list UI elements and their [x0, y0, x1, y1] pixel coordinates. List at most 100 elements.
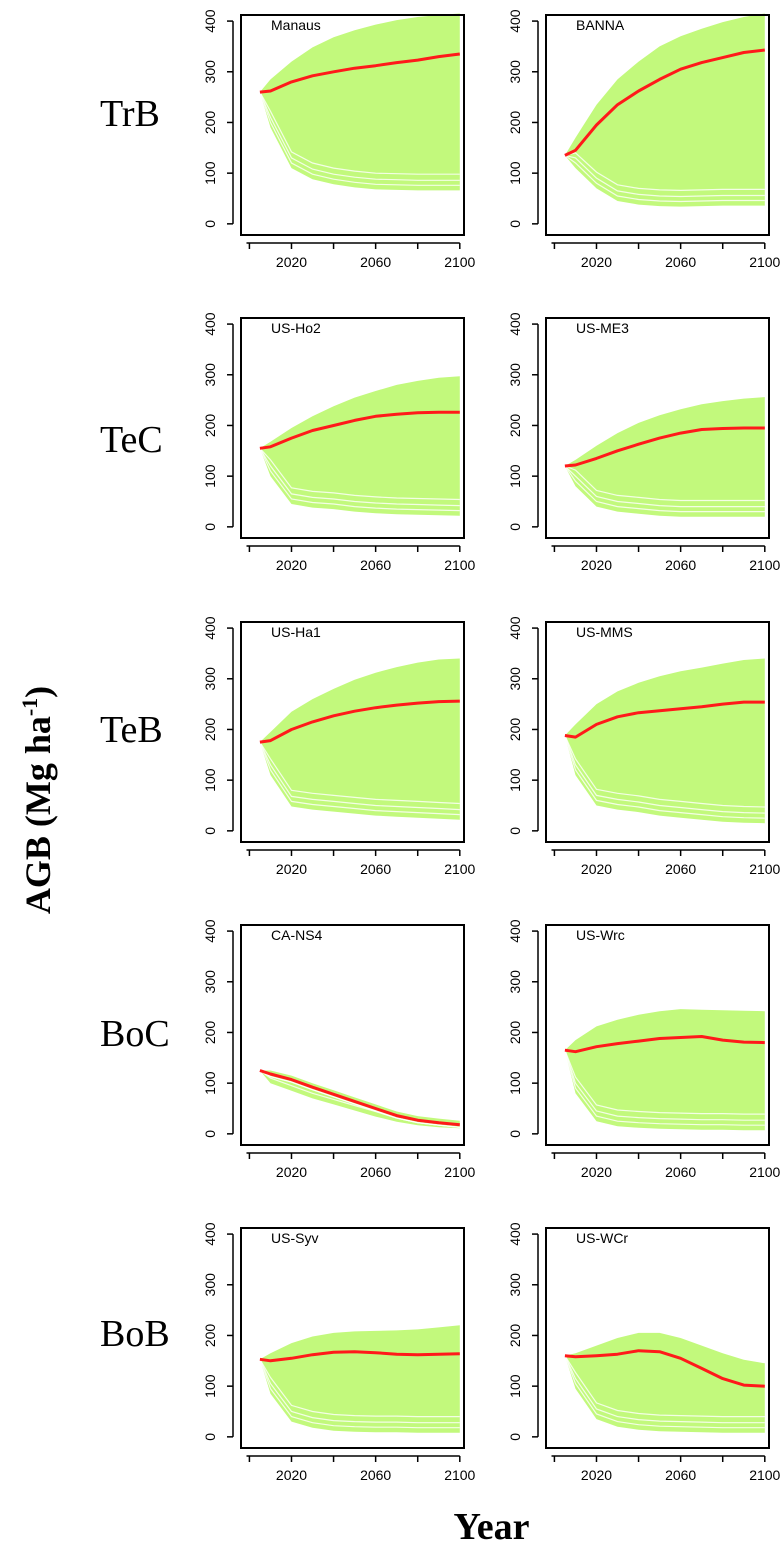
panel-title: CA-NS4	[271, 927, 323, 943]
median-line	[564, 48, 765, 157]
x-tick-label: 2100	[749, 1164, 780, 1180]
ensemble-member-line	[259, 91, 460, 175]
x-tick-label: 2100	[444, 1164, 475, 1180]
panel-banna: BANNA 0 100 200 300 400 2020 2060 2100	[507, 9, 781, 270]
panel-us-wrc: US-Wrc 0 100 200 300 400 2020 2060 2100	[507, 919, 781, 1180]
y-tick-label: 300	[507, 363, 523, 387]
ensemble-member-line	[259, 741, 460, 805]
y-tick-label: 100	[507, 1374, 523, 1398]
y-tick-label: 100	[202, 464, 218, 488]
ensemble-envelope	[259, 1325, 460, 1433]
x-axis-label: Year	[453, 1506, 530, 1548]
y-tick-label: 300	[202, 667, 218, 691]
y-tick-label: 200	[507, 111, 523, 135]
y-tick-label: 300	[507, 970, 523, 994]
x-tick-label: 2020	[581, 557, 612, 573]
median-line	[564, 700, 765, 739]
ensemble-member-line	[259, 447, 460, 501]
ensemble-member-line	[564, 735, 765, 819]
x-tick-label: 2060	[360, 254, 391, 270]
y-tick-label: 400	[202, 312, 218, 336]
median-line	[259, 1350, 460, 1363]
panel-title: US-Syv	[271, 1230, 318, 1246]
y-tick-label: 100	[507, 1071, 523, 1095]
panel-us-ha1: US-Ha1 0 100 200 300 400 2020 2060 2100	[202, 616, 476, 877]
y-tick-label: 100	[507, 464, 523, 488]
ensemble-member-line	[259, 1358, 460, 1418]
plot-frame	[240, 621, 465, 843]
panel-us-ho2: US-Ho2 0 100 200 300 400 2020 2060 2100	[202, 312, 476, 573]
y-tick-label: 300	[507, 60, 523, 84]
x-tick-label: 2060	[665, 254, 696, 270]
row-label-teb: TeB	[100, 709, 163, 751]
plot-frame	[545, 1227, 770, 1449]
median-line	[564, 426, 765, 468]
plot-frame	[240, 924, 465, 1146]
ensemble-member-line	[564, 152, 765, 192]
y-tick-label: 100	[507, 161, 523, 185]
ensemble-member-line	[259, 741, 460, 816]
y-tick-label: 100	[202, 161, 218, 185]
ensemble-member-line	[259, 447, 460, 507]
x-tick-label: 2100	[444, 254, 475, 270]
y-tick-label: 300	[507, 667, 523, 691]
y-tick-label: 0	[507, 220, 523, 228]
plot-frame	[240, 14, 465, 236]
ensemble-member-line	[259, 1359, 460, 1429]
y-tick-label: 100	[202, 768, 218, 792]
x-tick-label: 2020	[581, 1164, 612, 1180]
ensemble-member-line	[259, 91, 460, 181]
ensemble-member-line	[564, 465, 765, 513]
y-tick-label: 200	[202, 414, 218, 438]
x-tick-label: 2060	[360, 557, 391, 573]
plot-frame	[545, 621, 770, 843]
y-tick-label: 200	[507, 718, 523, 742]
y-tick-label: 300	[202, 60, 218, 84]
row-label-boc: BoC	[100, 1013, 170, 1055]
ensemble-envelope	[259, 376, 460, 516]
ensemble-member-line	[564, 1049, 765, 1115]
x-tick-label: 2100	[749, 254, 780, 270]
ensemble-envelope	[564, 13, 765, 207]
x-tick-label: 2060	[665, 861, 696, 877]
x-tick-label: 2060	[360, 861, 391, 877]
y-tick-label: 400	[202, 919, 218, 943]
ensemble-member-line	[564, 735, 765, 808]
y-tick-label: 200	[202, 111, 218, 135]
x-tick-label: 2020	[276, 1467, 307, 1483]
ensemble-member-line	[564, 465, 765, 508]
ensemble-member-line	[564, 1050, 765, 1121]
median-line	[259, 699, 460, 744]
panel-us-syv: US-Syv 0 100 200 300 400 2020 2060 2100	[202, 1222, 476, 1483]
y-tick-label: 200	[507, 414, 523, 438]
y-tick-label: 0	[507, 1130, 523, 1138]
ensemble-member-line	[564, 465, 765, 502]
median-line	[564, 1035, 765, 1054]
y-tick-label: 100	[202, 1071, 218, 1095]
plot-frame	[240, 1227, 465, 1449]
panel-title: US-Ha1	[271, 624, 321, 640]
y-tick-label: 0	[202, 1433, 218, 1441]
panel-manaus: Manaus 0 100 200 300 400 2020 2060 2100	[202, 9, 476, 270]
ensemble-member-line	[564, 1355, 765, 1424]
ensemble-member-line	[564, 1050, 765, 1126]
ensemble-member-line	[564, 1355, 765, 1429]
y-tick-label: 0	[507, 523, 523, 531]
panel-us-me3: US-ME3 0 100 200 300 400 2020 2060 2100	[507, 312, 781, 573]
panel-title: US-ME3	[576, 320, 629, 336]
y-tick-label: 400	[202, 9, 218, 33]
row-label-bob: BoB	[100, 1313, 170, 1355]
y-tick-label: 400	[507, 9, 523, 33]
x-tick-label: 2100	[444, 557, 475, 573]
plot-frame	[240, 317, 465, 539]
x-tick-label: 2100	[444, 1467, 475, 1483]
median-line	[259, 410, 460, 450]
ensemble-envelope	[259, 658, 460, 820]
panel-title: US-Ho2	[271, 320, 321, 336]
panel-ca-ns4: CA-NS4 0 100 200 300 400 2020 2060 2100	[202, 919, 476, 1180]
row-label-trb: TrB	[100, 93, 160, 135]
x-tick-label: 2060	[360, 1164, 391, 1180]
ensemble-member-line	[259, 1359, 460, 1424]
x-tick-label: 2060	[665, 1467, 696, 1483]
